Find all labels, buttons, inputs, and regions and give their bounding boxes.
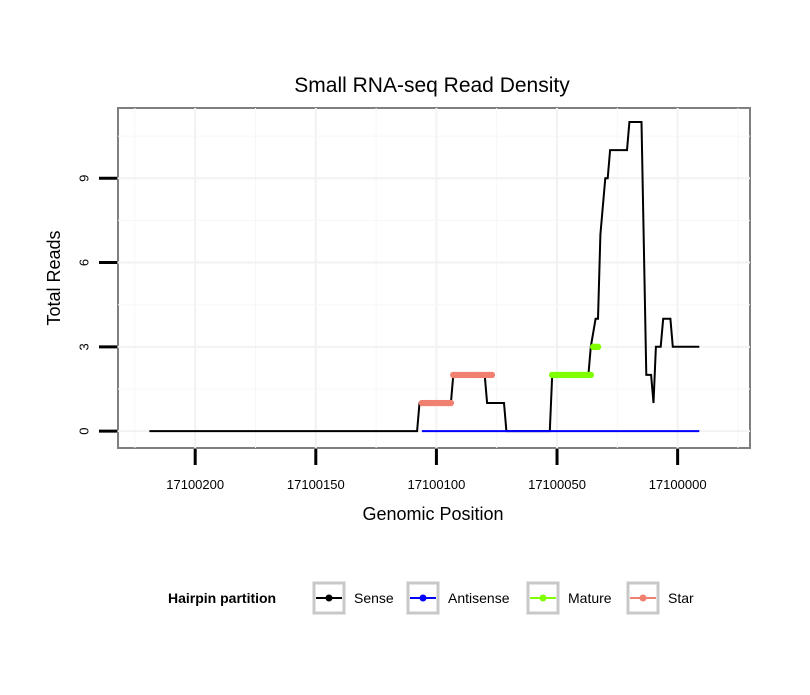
x-tick-label: 17100100	[407, 477, 465, 492]
y-tick-label: 0	[76, 428, 91, 435]
legend-key-point	[639, 594, 647, 602]
x-axis-label: Genomic Position	[362, 504, 503, 524]
legend-label-star: Star	[668, 590, 694, 606]
legend-label-antisense: Antisense	[448, 590, 510, 606]
x-tick-label: 17100200	[166, 477, 224, 492]
chart-title: Small RNA-seq Read Density	[294, 74, 570, 97]
x-tick-label: 17100050	[528, 477, 586, 492]
data-point-mature	[590, 343, 597, 351]
y-tick-label: 6	[76, 259, 91, 266]
data-point-star	[450, 371, 457, 379]
data-point-mature	[548, 371, 556, 379]
y-tick-label: 9	[76, 175, 91, 182]
x-tick-label: 17100000	[649, 477, 707, 492]
legend-title: Hairpin partition	[168, 590, 276, 606]
legend-key-point	[325, 594, 333, 602]
y-tick-label: 3	[76, 343, 91, 350]
data-point-star	[418, 399, 426, 407]
plot-panel	[117, 107, 751, 449]
x-tick-label: 17100150	[287, 477, 345, 492]
y-axis-label: Total Reads	[44, 230, 64, 325]
legend-key-point	[539, 594, 547, 602]
legend-key-point	[419, 594, 427, 602]
legend-label-mature: Mature	[568, 590, 612, 606]
legend-label-sense: Sense	[354, 590, 394, 606]
